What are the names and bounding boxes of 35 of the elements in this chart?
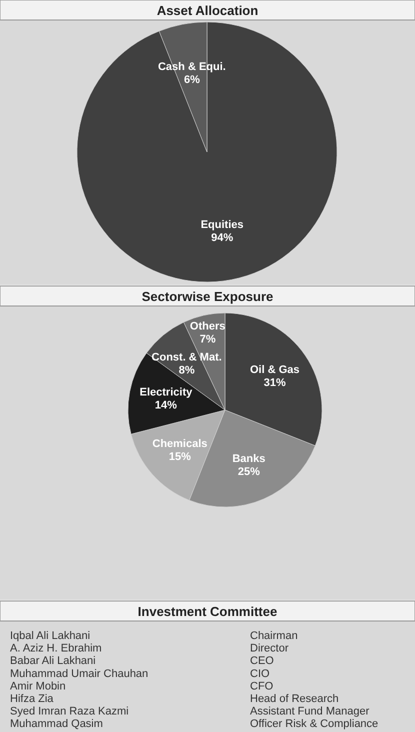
pie-slice [76,22,338,282]
data-label: 6% [184,74,200,86]
text: Assistant Fund Manager [250,706,370,718]
text: CIO [250,668,270,680]
data-label: 14% [154,400,178,412]
text: A. Aziz H. Ebrahim [10,642,102,655]
text: Iqbal Ali Lakhani [10,630,90,642]
slice-label: Electricity [140,386,194,399]
data-label: 15% [168,450,192,463]
data-label: 31% [264,377,286,390]
text: Muhammad Umair Chauhan [10,668,148,680]
data-label: 8% [178,364,195,377]
slice-label: Banks [232,453,266,466]
text: Investment Committee [138,604,278,619]
text: Babar Ali Lakhani [10,655,96,668]
text: CFO [250,680,274,692]
text: Chairman [250,630,298,642]
text: Officer Risk & Compliance [250,718,378,730]
data-label: 7% [200,333,216,346]
text: Hifza Zia [10,693,54,705]
text: Head of Research [250,693,339,705]
text: Amir Mobin [10,680,66,692]
data-label: 25% [238,466,260,478]
data-label: 94% [211,232,234,244]
chart-title: Asset Allocation [156,3,258,18]
text: CEO [250,655,274,668]
text: Syed Imran Raza Kazmi [10,706,129,718]
slice-label: Oil & Gas [250,364,300,376]
slice-label: Chemicals [152,438,208,450]
slice-label: Others [190,320,226,332]
text: Director [250,642,289,655]
slice-label: Const. & Mat. [152,352,222,364]
slice-label: Equities [200,219,244,232]
text: Muhammad Qasim [10,718,103,730]
chart-title: Sectorwise Exposure [142,289,274,304]
